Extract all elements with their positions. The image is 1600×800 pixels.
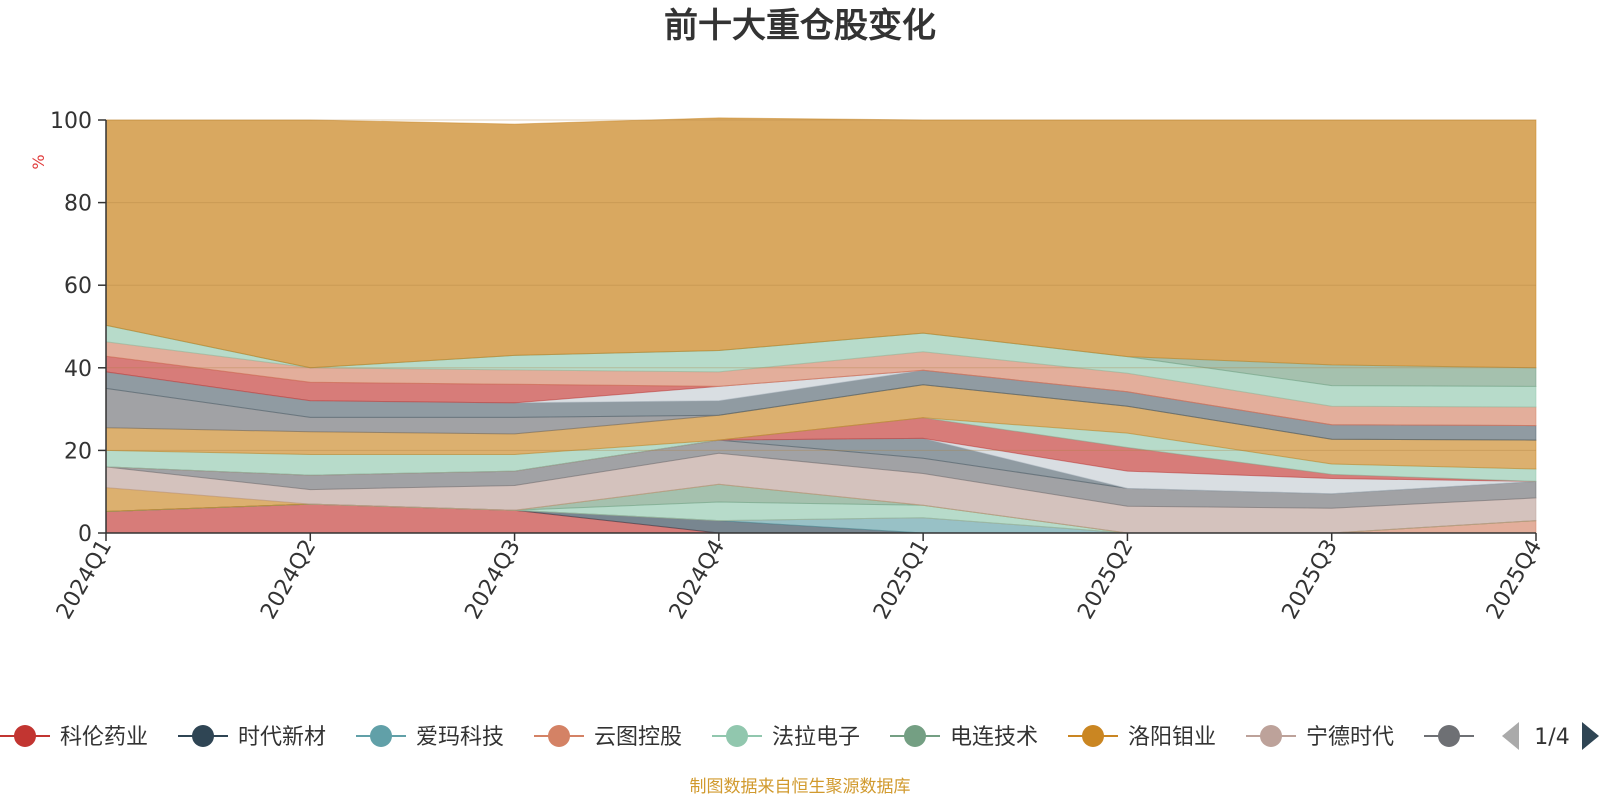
legend-item[interactable] bbox=[1424, 725, 1474, 747]
legend-item[interactable]: 法拉电子 bbox=[712, 725, 860, 750]
y-axis-unit: % bbox=[29, 154, 48, 169]
legend-marker-icon bbox=[1438, 725, 1460, 747]
y-tick-label: 0 bbox=[78, 522, 92, 547]
legend-page-indicator: 1/4 bbox=[1534, 725, 1569, 750]
legend-label: 宁德时代 bbox=[1306, 725, 1394, 750]
legend-prev-page-icon[interactable] bbox=[1502, 722, 1519, 750]
legend-label: 爱玛科技 bbox=[416, 725, 504, 750]
chart-title: 前十大重仓股变化 bbox=[664, 6, 936, 46]
legend-marker-icon bbox=[14, 725, 36, 747]
legend-marker-icon bbox=[192, 725, 214, 747]
data-source-note: 制图数据来自恒生聚源数据库 bbox=[689, 777, 911, 797]
y-tick-label: 20 bbox=[64, 439, 92, 464]
x-tick-label: 2024Q2 bbox=[256, 536, 321, 624]
legend-label: 洛阳钼业 bbox=[1128, 725, 1216, 750]
x-tick-label: 2025Q3 bbox=[1278, 536, 1343, 624]
y-tick-labels: 0 20 40 60 80 100 bbox=[50, 109, 106, 547]
legend-marker-icon bbox=[548, 725, 570, 747]
x-tick-label: 2024Q3 bbox=[460, 536, 525, 624]
x-tick-labels: 2024Q1 2024Q2 2024Q3 2024Q4 2025Q1 2025Q2 2025… bbox=[52, 533, 1547, 624]
x-tick-label: 2025Q1 bbox=[869, 536, 934, 624]
legend-marker-icon bbox=[1082, 725, 1104, 747]
legend-item[interactable]: 电连技术 bbox=[890, 725, 1038, 750]
legend-label: 云图控股 bbox=[594, 725, 682, 750]
legend-marker-icon bbox=[726, 725, 748, 747]
x-tick-label: 2025Q4 bbox=[1482, 536, 1547, 624]
legend-marker-icon bbox=[1260, 725, 1282, 747]
legend-next-page-icon[interactable] bbox=[1582, 722, 1599, 750]
legend-label: 电连技术 bbox=[950, 725, 1038, 750]
y-tick-label: 80 bbox=[64, 192, 92, 217]
legend-label: 时代新材 bbox=[238, 725, 326, 750]
legend-marker-icon bbox=[904, 725, 926, 747]
legend-item[interactable]: 时代新材 bbox=[178, 725, 326, 750]
legend-item[interactable]: 科伦药业 bbox=[0, 725, 148, 750]
legend-label: 法拉电子 bbox=[772, 725, 860, 750]
area-series-21[interactable] bbox=[105, 117, 1537, 369]
legend: 科伦药业 时代新材 爱玛科技 云图控股 法拉电子 电连技术 洛阳钼业 宁德时代 bbox=[0, 725, 1474, 750]
y-tick-label: 40 bbox=[64, 357, 92, 382]
legend-label: 科伦药业 bbox=[60, 725, 148, 750]
x-tick-label: 2024Q1 bbox=[52, 536, 117, 624]
x-tick-label: 2024Q4 bbox=[665, 536, 730, 624]
legend-item[interactable]: 宁德时代 bbox=[1246, 725, 1394, 750]
grid-lines bbox=[106, 119, 1536, 451]
legend-pager: 1/4 bbox=[1502, 722, 1599, 750]
legend-item[interactable]: 云图控股 bbox=[534, 725, 682, 750]
legend-item[interactable]: 爱玛科技 bbox=[356, 725, 504, 750]
stacked-area-layer bbox=[105, 117, 1537, 534]
legend-item[interactable]: 洛阳钼业 bbox=[1068, 725, 1216, 750]
y-tick-label: 60 bbox=[64, 274, 92, 299]
x-tick-label: 2025Q2 bbox=[1073, 536, 1138, 624]
y-tick-label: 100 bbox=[50, 109, 92, 134]
axes bbox=[105, 120, 1536, 534]
legend-marker-icon bbox=[370, 725, 392, 747]
